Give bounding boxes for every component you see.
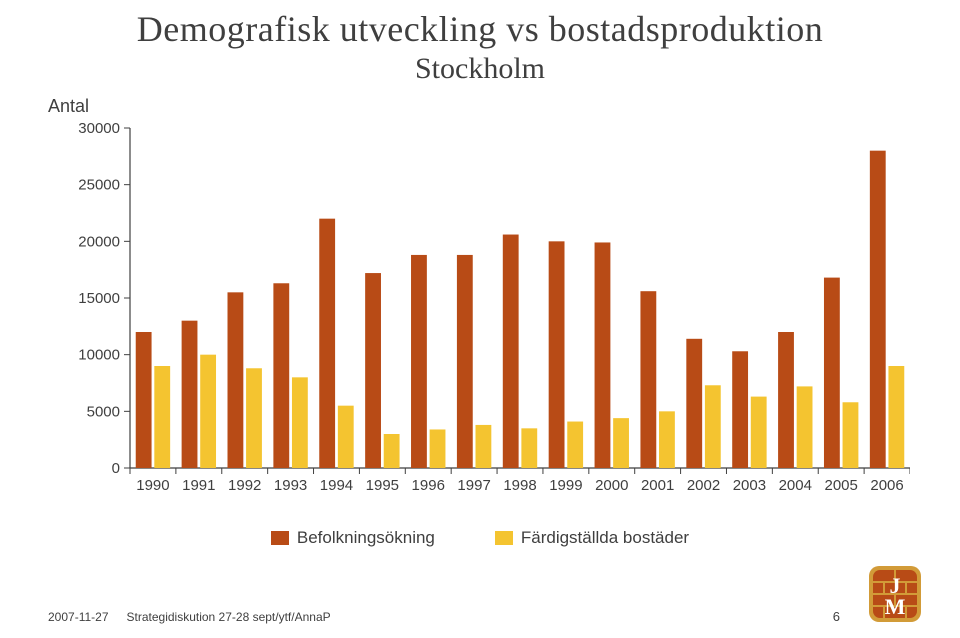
svg-text:1991: 1991 [182,477,215,494]
legend: Befolkningsökning Färdigställda bostäder [0,528,960,548]
bar-series-a [319,219,335,468]
svg-text:1994: 1994 [320,477,353,494]
svg-text:1995: 1995 [366,477,399,494]
svg-text:1993: 1993 [274,477,307,494]
bar-series-b [384,434,400,468]
bar-series-a [549,241,565,468]
svg-text:1996: 1996 [412,477,445,494]
bar-series-b [200,355,216,468]
svg-text:2000: 2000 [595,477,628,494]
bar-series-b [338,406,354,468]
svg-text:1998: 1998 [503,477,536,494]
bar-series-b [843,402,859,468]
svg-text:1999: 1999 [549,477,582,494]
legend-item-b: Färdigställda bostäder [495,528,689,548]
bar-series-b [705,385,721,468]
bar-series-a [503,235,519,468]
legend-swatch-b [495,531,513,545]
bar-series-b [613,418,629,468]
bar-series-b [797,386,813,468]
bar-series-b [430,429,446,468]
bar-series-b [521,428,537,468]
title-block: Demografisk utveckling vs bostadsprodukt… [0,0,960,86]
bar-series-a [870,151,886,468]
bar-series-a [595,242,611,468]
chart-svg: 0 5000 10000 15000 20000 25000 30000 1990 1991 19… [50,120,910,520]
footer-source: Strategidiskution 27-28 sept/ytf/AnnaP [127,610,331,624]
bar-series-a [365,273,381,468]
svg-text:25000: 25000 [78,177,120,194]
bar-series-b [751,397,767,468]
logo: J M [868,565,922,628]
bar-series-a [686,339,702,468]
bar-series-b [246,368,262,468]
svg-text:2001: 2001 [641,477,674,494]
bar-series-a [136,332,152,468]
svg-text:2002: 2002 [687,477,720,494]
svg-text:2006: 2006 [870,477,903,494]
svg-text:20000: 20000 [78,233,120,250]
logo-letter-bottom: M [885,594,906,619]
svg-text:2005: 2005 [824,477,857,494]
legend-label-b: Färdigställda bostäder [521,528,689,548]
svg-text:1990: 1990 [136,477,169,494]
bar-series-b [475,425,491,468]
logo-svg: J M [868,565,922,623]
svg-text:2004: 2004 [779,477,812,494]
svg-text:10000: 10000 [78,347,120,364]
svg-text:15000: 15000 [78,290,120,307]
svg-text:2003: 2003 [733,477,766,494]
bar-series-a [457,255,473,468]
bar-series-a [824,278,840,468]
bar-series-b [567,422,583,468]
bar-series-a [182,321,198,468]
bar-series-a [228,292,244,468]
bar-series-a [778,332,794,468]
page-root: Demografisk utveckling vs bostadsprodukt… [0,0,960,638]
bar-series-b [659,411,675,468]
bar-series-a [640,291,656,468]
svg-text:0: 0 [112,460,120,477]
bar-series-b [292,377,308,468]
svg-text:5000: 5000 [87,403,120,420]
bar-series-b [154,366,170,468]
page-number: 6 [833,609,840,624]
page-title: Demografisk utveckling vs bostadsprodukt… [0,8,960,50]
legend-label-a: Befolkningsökning [297,528,435,548]
legend-item-a: Befolkningsökning [271,528,435,548]
page-subtitle: Stockholm [0,52,960,86]
legend-swatch-a [271,531,289,545]
footer: 2007-11-27 Strategidiskution 27-28 sept/… [48,610,331,624]
bar-series-a [273,283,289,468]
bar-series-a [732,351,748,468]
footer-date: 2007-11-27 [48,610,109,624]
svg-text:1997: 1997 [457,477,490,494]
bar-series-a [411,255,427,468]
svg-text:30000: 30000 [78,120,120,137]
chart-area: 0 5000 10000 15000 20000 25000 30000 1990 1991 19… [50,120,910,520]
svg-text:1992: 1992 [228,477,261,494]
y-axis-label: Antal [48,96,89,117]
bar-series-b [888,366,904,468]
